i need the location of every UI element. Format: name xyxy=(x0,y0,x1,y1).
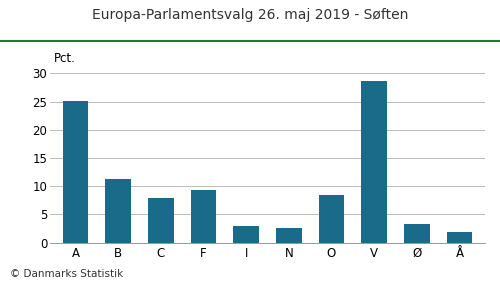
Bar xyxy=(190,190,216,243)
Bar xyxy=(318,195,344,243)
Bar xyxy=(148,198,174,243)
Bar xyxy=(106,179,131,243)
Text: Europa-Parlamentsvalg 26. maj 2019 - Søften: Europa-Parlamentsvalg 26. maj 2019 - Søf… xyxy=(92,8,408,23)
Bar xyxy=(234,226,259,243)
Text: © Danmarks Statistik: © Danmarks Statistik xyxy=(10,269,123,279)
Bar xyxy=(362,81,387,243)
Bar xyxy=(404,224,429,243)
Bar xyxy=(446,232,472,243)
Bar xyxy=(63,101,88,243)
Bar xyxy=(276,228,301,243)
Text: Pct.: Pct. xyxy=(54,52,76,65)
